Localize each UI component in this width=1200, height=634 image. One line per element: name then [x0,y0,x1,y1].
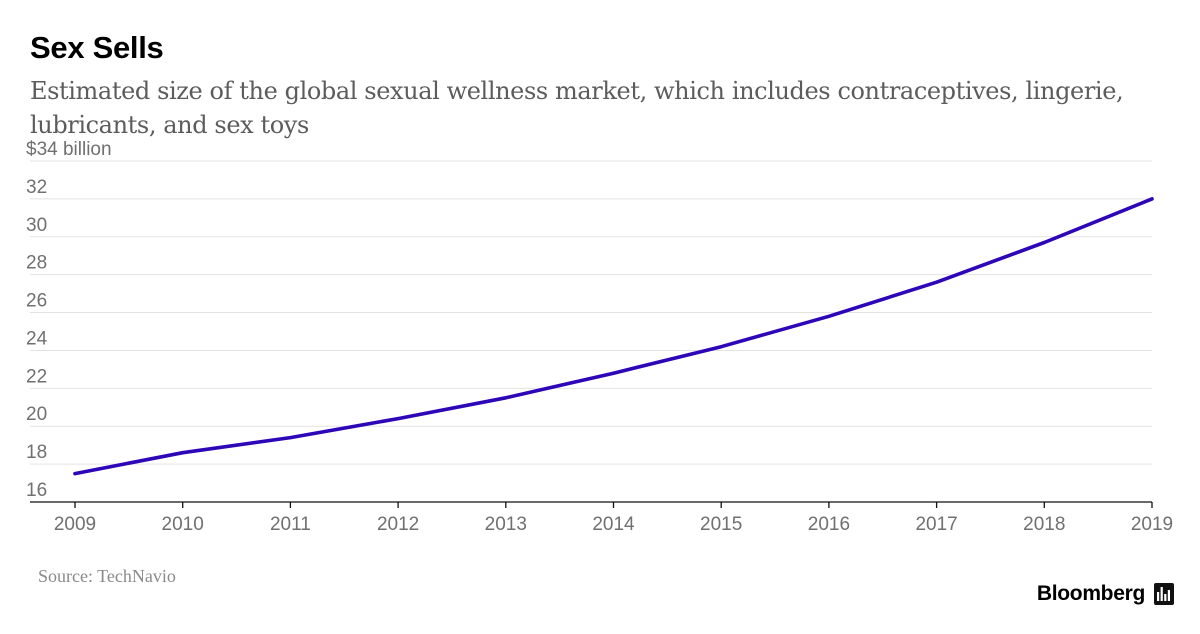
y-tick-label-32: 32 [26,177,47,198]
y-tick-label-30: 30 [26,215,47,236]
data-point-2015 [719,345,723,349]
data-point-2011 [288,435,292,440]
data-point-2019 [1150,197,1154,201]
x-tick-label-2015: 2015 [700,514,742,535]
x-tick-label-2009: 2009 [54,514,96,535]
y-tick-label-18: 18 [26,442,47,463]
source-note: Source: TechNavio [38,566,176,586]
data-point-2013 [504,396,508,400]
series-layer [73,197,1154,476]
brand-name: Bloomberg [1036,582,1145,605]
data-point-2009 [73,471,77,476]
y-tick-label-28: 28 [26,253,47,274]
y-tick-label-22: 22 [26,366,47,387]
x-tick-label-2017: 2017 [915,514,957,535]
y-axis-ticks: 16 18 20 22 24 26 28 30 32 $34 billion [26,139,112,501]
gridlines [30,160,1152,465]
y-tick-label-16: 16 [26,480,47,501]
x-tick-label-2018: 2018 [1023,514,1065,535]
y-tick-label-20: 20 [26,404,47,425]
brand-mark: Bloomberg [1037,582,1174,606]
x-tick-label-2016: 2016 [808,514,850,535]
y-tick-label-34: $34 billion [26,139,112,160]
chart-subtitle: Estimated size of the global sexual well… [30,77,1124,139]
x-axis: 2009 2010 2011 2012 2013 2014 2015 2016 2017 2018… [30,501,1173,535]
data-point-2017 [935,280,939,284]
data-point-2012 [396,417,400,421]
chart-title: Sex Sells [30,30,164,65]
x-tick-label-2011: 2011 [270,514,311,535]
y-tick-label-24: 24 [26,328,48,349]
data-point-2016 [827,314,831,318]
data-point-2014 [611,371,616,375]
x-tick-label-2010: 2010 [162,514,204,535]
x-tick-label-2012: 2012 [377,514,419,535]
data-point-2018 [1042,240,1046,245]
y-tick-label-26: 26 [26,291,47,312]
x-tick-label-2013: 2013 [485,514,527,535]
data-point-2010 [181,451,185,455]
x-tick-label-2014: 2014 [592,514,635,535]
series-line-0 [73,197,1154,476]
bloomberg-terminal-icon [1154,583,1174,605]
x-tick-label-2019: 2019 [1131,514,1173,535]
